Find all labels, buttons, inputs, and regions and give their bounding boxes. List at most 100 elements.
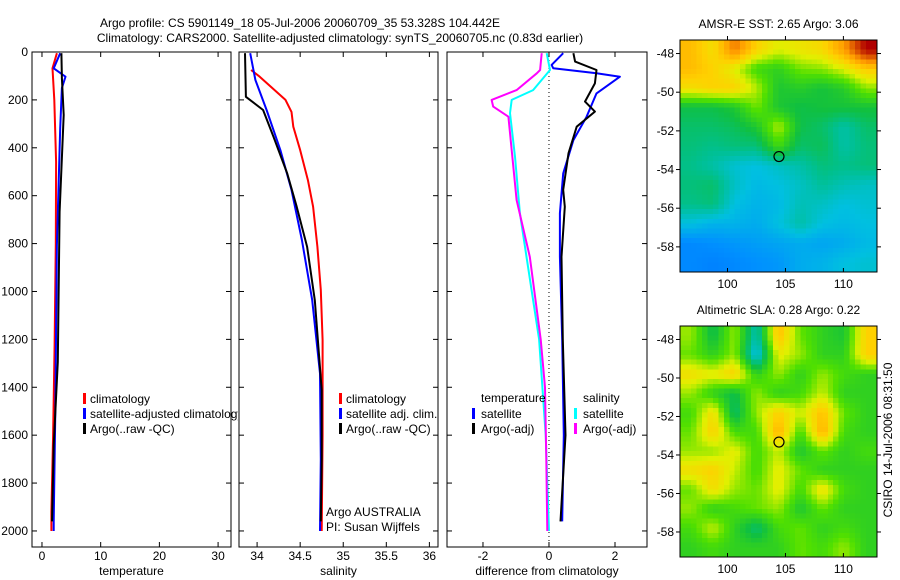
heatmap-cell (833, 417, 840, 423)
heatmap-cell (701, 513, 708, 520)
heatmap-cell (767, 165, 774, 172)
heatmap-cell (778, 398, 785, 404)
heatmap-cell (680, 238, 687, 244)
heatmap-cell (789, 369, 796, 375)
heatmap-cell (767, 209, 774, 215)
heatmap-cell (783, 73, 791, 80)
heatmap-cell (773, 59, 780, 65)
heatmap-cell (756, 504, 763, 510)
heatmap-cell (822, 243, 829, 249)
heatmap-cell (871, 64, 878, 70)
heatmap-cell (833, 98, 840, 104)
heatmap-cell (751, 83, 758, 89)
heatmap-cell (838, 431, 845, 438)
heatmap-cell (860, 122, 867, 128)
heatmap-cell (860, 326, 867, 332)
heatmap-cell (849, 508, 856, 515)
heatmap-cell (805, 151, 812, 157)
heatmap-cell (680, 141, 687, 147)
heatmap-cell (756, 102, 763, 109)
heatmap-cell (734, 189, 741, 196)
heatmap-cell (685, 131, 692, 138)
heatmap-cell (844, 194, 851, 201)
heatmap-cell (723, 199, 730, 205)
heatmap-cell (860, 40, 867, 46)
heatmap-cell (822, 194, 829, 201)
heatmap-cell (718, 88, 725, 94)
x-tick-label: 34.5 (288, 549, 312, 563)
heatmap-cell (701, 180, 708, 186)
heatmap-cell (734, 528, 741, 534)
heatmap-cell (680, 513, 687, 520)
heatmap-cell (816, 214, 823, 220)
heatmap-cell (811, 252, 818, 259)
heatmap-cell (855, 460, 862, 467)
heatmap-cell (838, 532, 845, 539)
heatmap-cell (767, 359, 774, 366)
heatmap-cell (723, 189, 730, 196)
heatmap-cell (860, 354, 867, 361)
heatmap-cell (778, 532, 785, 539)
heatmap-cell (696, 542, 703, 548)
heatmap-cell (729, 252, 736, 259)
heatmap-cell (789, 446, 796, 452)
heatmap-cell (833, 475, 840, 481)
heatmap-cell (729, 446, 736, 452)
heatmap-cell (712, 151, 719, 157)
heatmap-cell (789, 345, 796, 351)
heatmap-cell (860, 427, 867, 433)
heatmap-cell (707, 326, 714, 332)
heatmap-cell (789, 223, 796, 230)
heatmap-cell (756, 209, 763, 215)
heatmap-cell (745, 218, 752, 225)
heatmap-cell (778, 214, 785, 220)
heatmap-cell (805, 383, 812, 390)
heatmap-cell (696, 170, 703, 176)
heatmap-cell (723, 350, 730, 356)
heatmap-cell (712, 257, 719, 263)
heatmap-cell (871, 374, 878, 380)
heatmap-cell (701, 494, 708, 500)
heatmap-cell (767, 480, 774, 486)
heatmap-cell (866, 136, 873, 143)
heatmap-cell (800, 364, 807, 370)
heatmap-cell (833, 252, 840, 259)
heatmap-cell (844, 64, 851, 70)
heatmap-cell (811, 451, 818, 457)
difference-x-axis-label: difference from climatology (475, 564, 618, 578)
heatmap-cell (767, 407, 774, 414)
heatmap-cell (789, 107, 796, 114)
heatmap-cell (827, 165, 834, 172)
heatmap-cell (800, 480, 807, 486)
heatmap-cell (838, 247, 845, 254)
heatmap-cell (751, 470, 758, 476)
heatmap-cell (729, 407, 736, 414)
heatmap-cell (844, 475, 851, 481)
heatmap-cell (778, 412, 785, 419)
heatmap-cell (827, 238, 834, 244)
heatmap-cell (696, 112, 703, 118)
heatmap-cell (866, 518, 873, 524)
heatmap-cell (696, 146, 703, 152)
heatmap-cell (871, 252, 878, 259)
heatmap-cell (767, 508, 774, 515)
series-group (244, 53, 324, 532)
heatmap-cell (734, 223, 741, 230)
heatmap-cell (680, 146, 687, 152)
heatmap-cell (723, 102, 730, 109)
heatmap-cell (762, 214, 769, 220)
heatmap-cell (849, 330, 856, 337)
heatmap-cell (734, 78, 741, 85)
heatmap-cell (866, 78, 873, 85)
heatmap-cell (838, 214, 845, 220)
heatmap-cell (740, 122, 747, 128)
heatmap-cell (800, 228, 807, 234)
heatmap-cell (860, 388, 867, 394)
heatmap-cell (844, 441, 851, 447)
heatmap-cell (729, 465, 736, 471)
heatmap-cell (718, 417, 725, 423)
heatmap-cell (729, 185, 736, 191)
heatmap-cell (860, 112, 867, 118)
x-tick-label: 0 (546, 549, 553, 563)
heatmap-cell (822, 455, 829, 462)
